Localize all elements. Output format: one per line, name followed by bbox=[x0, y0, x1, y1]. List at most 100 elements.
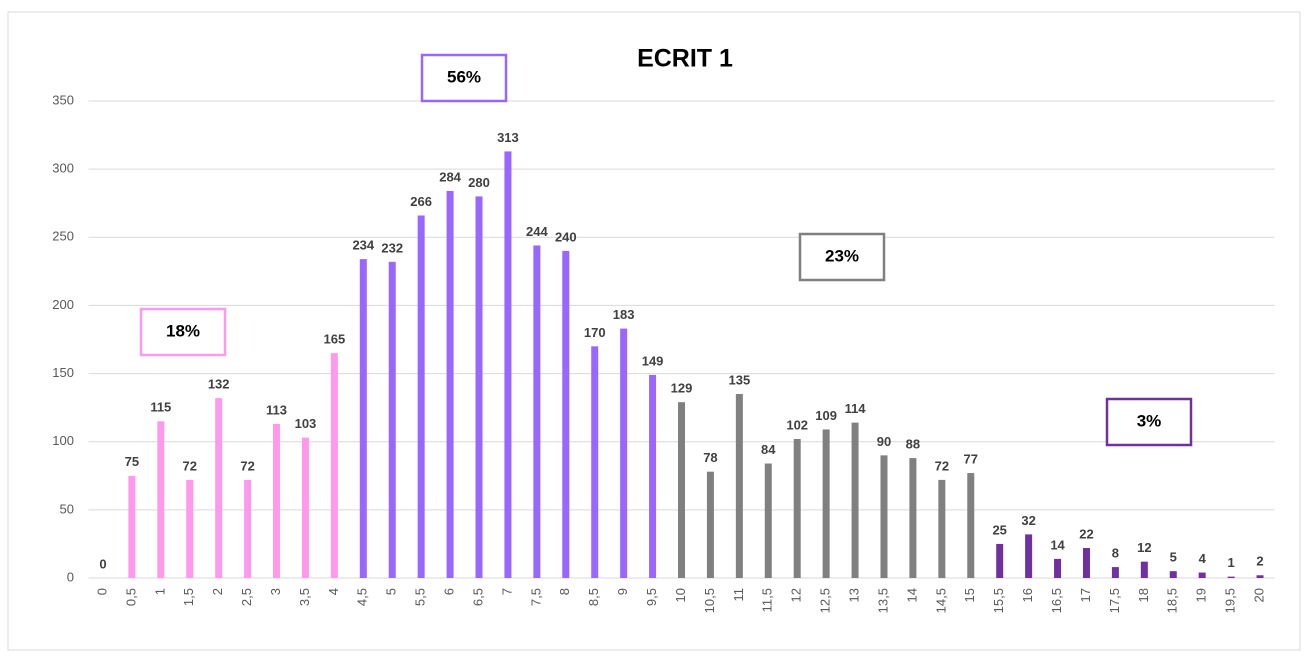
bar bbox=[1054, 558, 1062, 578]
x-tick-label: 20 bbox=[1251, 588, 1266, 602]
x-tick-label: 6,5 bbox=[470, 588, 485, 606]
x-tick-label: 19,5 bbox=[1223, 588, 1238, 613]
data-label: 266 bbox=[410, 194, 432, 209]
data-label: 103 bbox=[295, 416, 317, 431]
data-label: 90 bbox=[877, 434, 891, 449]
data-label: 32 bbox=[1021, 513, 1035, 528]
data-label: 284 bbox=[439, 169, 461, 184]
annotation-text: 56% bbox=[447, 67, 481, 86]
x-tick-label: 8,5 bbox=[586, 588, 601, 606]
x-tick-label: 16,5 bbox=[1049, 588, 1064, 613]
bar bbox=[735, 394, 743, 578]
x-tick-label: 11,5 bbox=[760, 588, 775, 612]
x-tick-label: 19 bbox=[1194, 588, 1209, 602]
data-label: 232 bbox=[381, 240, 403, 255]
data-label: 313 bbox=[497, 130, 519, 145]
data-label: 149 bbox=[642, 353, 664, 368]
x-tick-label: 13,5 bbox=[875, 588, 890, 613]
data-label: 0 bbox=[99, 556, 106, 571]
data-label: 240 bbox=[555, 229, 577, 244]
x-tick-label: 10,5 bbox=[702, 588, 717, 613]
bar bbox=[1111, 567, 1119, 578]
x-tick-label: 2 bbox=[210, 588, 225, 595]
data-label: 25 bbox=[992, 522, 1006, 537]
data-label: 183 bbox=[613, 307, 635, 322]
bar bbox=[330, 353, 338, 578]
data-label: 14 bbox=[1050, 537, 1065, 552]
x-tick-label: 7,5 bbox=[528, 588, 543, 606]
data-label: 88 bbox=[906, 437, 920, 452]
data-label: 72 bbox=[183, 458, 197, 473]
x-tick-label: 18,5 bbox=[1165, 588, 1180, 613]
data-label: 114 bbox=[845, 401, 867, 416]
annotation-text: 3% bbox=[1137, 411, 1162, 430]
bar bbox=[1256, 575, 1264, 578]
bar bbox=[157, 421, 165, 578]
annotation-box bbox=[1105, 397, 1193, 447]
data-label: 77 bbox=[964, 451, 978, 466]
bar bbox=[1140, 561, 1148, 578]
x-tick-label: 2,5 bbox=[239, 588, 254, 606]
data-label: 165 bbox=[324, 332, 346, 347]
x-tick-label: 13 bbox=[846, 588, 861, 602]
x-tick-label: 15 bbox=[962, 588, 977, 602]
data-label: 113 bbox=[266, 402, 287, 417]
bar bbox=[301, 437, 309, 578]
annotation-text: 18% bbox=[166, 321, 200, 340]
x-tick-label: 7 bbox=[499, 588, 514, 595]
bar bbox=[793, 438, 801, 578]
y-tick-label: 200 bbox=[52, 297, 74, 312]
data-label: 72 bbox=[935, 458, 949, 473]
y-tick-label: 150 bbox=[52, 365, 74, 380]
y-tick-label: 50 bbox=[60, 501, 74, 516]
bar bbox=[446, 190, 454, 578]
x-tick-label: 8 bbox=[557, 588, 572, 595]
bar bbox=[475, 196, 483, 578]
x-tick-label: 15,5 bbox=[991, 588, 1006, 613]
bar bbox=[504, 151, 512, 578]
bar bbox=[851, 422, 859, 578]
bar bbox=[128, 475, 136, 578]
bar bbox=[1025, 534, 1033, 578]
x-tick-label: 17 bbox=[1078, 588, 1093, 602]
x-tick-label: 16 bbox=[1020, 588, 1035, 602]
bar bbox=[996, 543, 1004, 578]
x-tick-label: 14,5 bbox=[933, 588, 948, 613]
data-label: 12 bbox=[1137, 540, 1151, 555]
y-tick-label: 350 bbox=[52, 92, 74, 107]
data-label: 129 bbox=[671, 381, 693, 396]
annotation-text: 23% bbox=[825, 246, 859, 265]
bar bbox=[620, 328, 628, 578]
bar bbox=[649, 374, 657, 578]
y-tick-label: 250 bbox=[52, 229, 74, 244]
x-tick-label: 0 bbox=[94, 588, 109, 595]
bar bbox=[215, 398, 223, 578]
annotation-box bbox=[420, 53, 508, 103]
x-tick-label: 11 bbox=[731, 588, 746, 602]
data-label: 2 bbox=[1256, 554, 1263, 569]
bar bbox=[1082, 548, 1090, 578]
data-label: 280 bbox=[468, 175, 490, 190]
x-tick-label: 12 bbox=[789, 588, 804, 602]
x-tick-label: 17,5 bbox=[1107, 588, 1122, 613]
x-tick-label: 18 bbox=[1136, 588, 1151, 602]
data-label: 135 bbox=[729, 372, 751, 387]
data-label: 102 bbox=[786, 417, 808, 432]
bar bbox=[822, 429, 830, 578]
data-label: 75 bbox=[125, 454, 139, 469]
data-label: 244 bbox=[526, 224, 548, 239]
bar bbox=[938, 479, 946, 578]
bar bbox=[764, 463, 772, 578]
bar bbox=[909, 458, 917, 578]
bar bbox=[967, 473, 975, 578]
x-tick-label: 1 bbox=[152, 588, 167, 595]
bar bbox=[533, 245, 541, 578]
data-label: 170 bbox=[584, 325, 606, 340]
chart-title: ECRIT 1 bbox=[637, 45, 733, 73]
data-label: 22 bbox=[1079, 526, 1093, 541]
x-tick-label: 14 bbox=[904, 588, 919, 602]
x-tick-label: 3 bbox=[268, 588, 283, 595]
data-label: 72 bbox=[240, 458, 254, 473]
bar bbox=[417, 215, 425, 579]
